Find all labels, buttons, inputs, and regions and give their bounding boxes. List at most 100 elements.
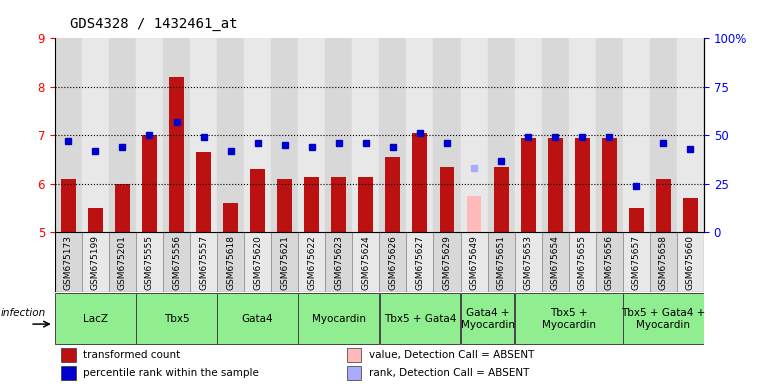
Bar: [358, 177, 374, 232]
Text: GSM675622: GSM675622: [307, 235, 317, 290]
Text: LacZ: LacZ: [83, 314, 108, 324]
Bar: [250, 169, 265, 232]
Text: Tbx5 +
Myocardin: Tbx5 + Myocardin: [542, 308, 596, 329]
Text: GSM675651: GSM675651: [497, 235, 505, 290]
Text: Gata4: Gata4: [242, 314, 273, 324]
Text: GSM675629: GSM675629: [442, 235, 451, 290]
Text: GSM675653: GSM675653: [524, 235, 533, 290]
Bar: [196, 152, 211, 232]
Text: GSM675555: GSM675555: [145, 235, 154, 290]
Bar: [352, 232, 380, 292]
Text: GSM675199: GSM675199: [91, 235, 100, 290]
Bar: [575, 138, 590, 232]
Bar: [217, 38, 244, 232]
Text: GSM675660: GSM675660: [686, 235, 695, 290]
Bar: [136, 38, 163, 232]
Bar: [55, 38, 82, 232]
Bar: [515, 293, 622, 344]
Bar: [440, 167, 454, 232]
Bar: [596, 38, 622, 232]
Bar: [109, 232, 136, 292]
Bar: [136, 232, 163, 292]
Bar: [434, 232, 460, 292]
Text: Tbx5 + Gata4: Tbx5 + Gata4: [384, 314, 456, 324]
Bar: [115, 184, 130, 232]
Bar: [244, 38, 271, 232]
Text: GSM675654: GSM675654: [551, 235, 559, 290]
Bar: [623, 293, 704, 344]
Bar: [352, 38, 380, 232]
Bar: [271, 232, 298, 292]
Text: GSM675649: GSM675649: [470, 235, 479, 290]
Bar: [325, 38, 352, 232]
Bar: [677, 232, 704, 292]
Text: GSM675655: GSM675655: [578, 235, 587, 290]
Bar: [521, 138, 536, 232]
Text: GSM675657: GSM675657: [632, 235, 641, 290]
Bar: [55, 232, 82, 292]
Bar: [379, 38, 406, 232]
Bar: [629, 208, 644, 232]
Bar: [460, 232, 488, 292]
Bar: [298, 232, 325, 292]
Text: GDS4328 / 1432461_at: GDS4328 / 1432461_at: [70, 17, 237, 31]
Bar: [568, 232, 596, 292]
Bar: [494, 167, 508, 232]
Text: GSM675621: GSM675621: [280, 235, 289, 290]
Bar: [460, 38, 488, 232]
Text: GSM675618: GSM675618: [226, 235, 235, 290]
Bar: [406, 38, 434, 232]
Text: value, Detection Call = ABSENT: value, Detection Call = ABSENT: [369, 350, 534, 360]
Text: GSM675658: GSM675658: [659, 235, 668, 290]
Bar: [514, 232, 542, 292]
Text: transformed count: transformed count: [84, 350, 180, 360]
Bar: [542, 232, 568, 292]
Bar: [271, 38, 298, 232]
Bar: [488, 232, 514, 292]
Bar: [385, 157, 400, 232]
Bar: [542, 38, 568, 232]
Bar: [223, 203, 238, 232]
Bar: [683, 199, 698, 232]
Text: GSM675626: GSM675626: [388, 235, 397, 290]
Bar: [379, 232, 406, 292]
Bar: [298, 293, 379, 344]
Bar: [136, 293, 217, 344]
Bar: [244, 232, 271, 292]
Bar: [650, 232, 677, 292]
Bar: [61, 179, 76, 232]
Bar: [163, 38, 190, 232]
Bar: [62, 348, 75, 362]
Bar: [514, 38, 542, 232]
Bar: [217, 232, 244, 292]
Text: GSM675620: GSM675620: [253, 235, 262, 290]
Bar: [277, 179, 292, 232]
Bar: [88, 208, 103, 232]
Bar: [62, 366, 75, 380]
Bar: [548, 138, 562, 232]
Bar: [466, 196, 482, 232]
Bar: [169, 77, 184, 232]
Bar: [406, 232, 434, 292]
Bar: [650, 38, 677, 232]
Text: GSM675623: GSM675623: [334, 235, 343, 290]
Text: GSM675627: GSM675627: [416, 235, 425, 290]
Bar: [331, 177, 346, 232]
Bar: [325, 232, 352, 292]
Text: GSM675624: GSM675624: [361, 235, 371, 290]
Text: infection: infection: [1, 308, 46, 318]
Bar: [622, 38, 650, 232]
Text: Tbx5 + Gata4 +
Myocardin: Tbx5 + Gata4 + Myocardin: [621, 308, 705, 329]
Bar: [298, 38, 325, 232]
Text: Myocardin: Myocardin: [312, 314, 366, 324]
Bar: [82, 232, 109, 292]
Bar: [347, 366, 361, 380]
Text: percentile rank within the sample: percentile rank within the sample: [84, 368, 260, 378]
Bar: [109, 38, 136, 232]
Bar: [380, 293, 460, 344]
Bar: [434, 38, 460, 232]
Bar: [142, 136, 157, 232]
Bar: [622, 232, 650, 292]
Bar: [677, 38, 704, 232]
Bar: [488, 38, 514, 232]
